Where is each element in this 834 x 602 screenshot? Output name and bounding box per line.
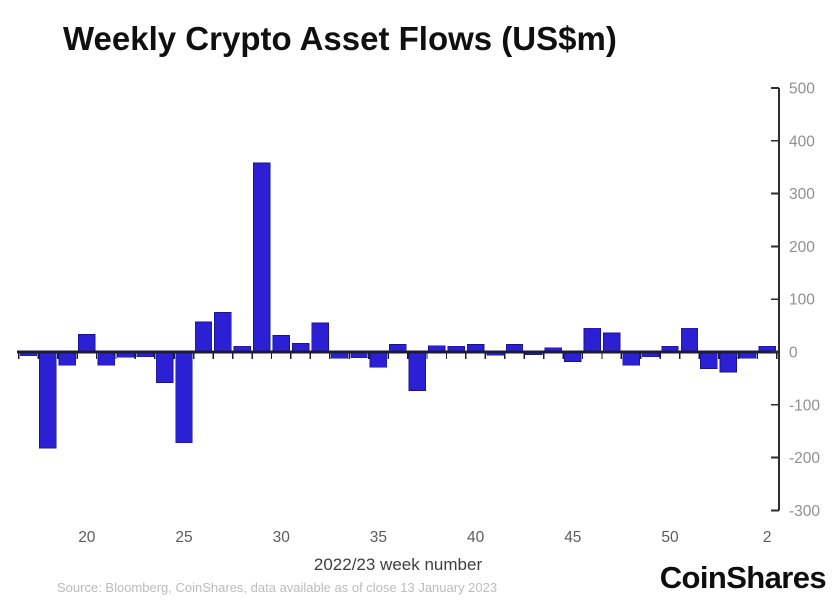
bar-week-18: [39, 351, 57, 449]
bar-week-21: [97, 351, 115, 366]
x-tick-label: 40: [467, 529, 485, 546]
y-tick-label: 0: [789, 345, 798, 362]
y-tick-label: -200: [789, 450, 820, 467]
bar-week-25: [175, 351, 193, 444]
x-tick-label: 35: [370, 529, 387, 546]
bar-week-30: [272, 335, 290, 353]
y-tick-label: 500: [789, 81, 815, 98]
bar-week-51: [680, 327, 699, 353]
y-tick-label: 200: [789, 239, 815, 256]
y-tick-label: 100: [789, 292, 815, 309]
x-tick-label: 45: [564, 529, 581, 546]
coinshares-logo: CoinShares: [659, 560, 827, 595]
y-tick-label: 300: [789, 186, 815, 203]
bar-week-19: [58, 351, 77, 366]
x-tick-label: 50: [661, 529, 679, 546]
bar-week-52: [700, 351, 718, 369]
x-axis-title: 2022/23 week number: [313, 555, 483, 574]
bar-week-46: [583, 327, 601, 353]
bar-week-47: [603, 332, 621, 353]
x-axis-line: [17, 350, 779, 354]
x-tick-label: 25: [175, 529, 192, 546]
y-tick-label: -100: [789, 397, 820, 414]
y-tick-label: -300: [789, 503, 820, 520]
bar-week-26: [194, 321, 213, 353]
bar-week-27: [214, 311, 232, 353]
x-tick-label: 30: [273, 529, 291, 546]
source-note: Source: Bloomberg, CoinShares, data avai…: [57, 580, 498, 595]
y-tick-label: 400: [789, 133, 815, 150]
bar-week-37: [408, 351, 427, 391]
bar-week-32: [311, 322, 329, 353]
x-tick-label: 2: [763, 529, 772, 546]
bar-week-48: [622, 351, 640, 366]
bar-week-20: [78, 334, 96, 353]
x-tick-label: 20: [78, 529, 96, 546]
chart-title: Weekly Crypto Asset Flows (US$m): [63, 20, 617, 57]
bar-week-45: [564, 351, 582, 362]
bar-week-53: [719, 351, 738, 373]
bar-week-24: [155, 351, 174, 384]
bar-week-35: [369, 351, 388, 368]
bar-week-29: [253, 162, 271, 353]
